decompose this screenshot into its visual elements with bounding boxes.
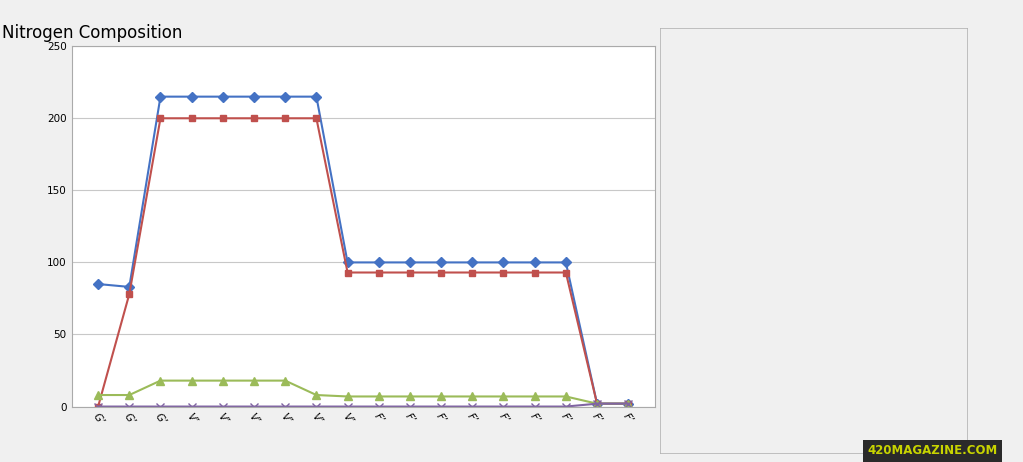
- Nitrates: [92, 404, 104, 409]
- Urea: [529, 404, 541, 409]
- Line: Ammonia: Ammonia: [94, 377, 632, 408]
- Total Nitrogen: [372, 260, 385, 265]
- Ammonia: [154, 378, 167, 383]
- Nitrates: [466, 270, 479, 275]
- Text: Nitrogen Composition: Nitrogen Composition: [2, 24, 182, 42]
- Nitrates: [248, 116, 260, 121]
- Nitrates: [217, 116, 229, 121]
- Nitrates: [279, 116, 292, 121]
- Total Nitrogen: [217, 94, 229, 99]
- Ammonia: [310, 392, 322, 398]
- Total Nitrogen: [622, 401, 634, 407]
- Nitrates: [123, 292, 135, 297]
- Ammonia: [185, 378, 197, 383]
- Total Nitrogen: [435, 260, 447, 265]
- Urea: [372, 404, 385, 409]
- Urea: [185, 404, 197, 409]
- Nitrates: [529, 270, 541, 275]
- Total Nitrogen: [310, 94, 322, 99]
- Ammonia: [497, 394, 509, 399]
- Line: Total Nitrogen: Total Nitrogen: [95, 93, 631, 407]
- Nitrates: [622, 401, 634, 407]
- Ammonia: [123, 392, 135, 398]
- Total Nitrogen: [248, 94, 260, 99]
- Total Nitrogen: [154, 94, 167, 99]
- Urea: [497, 404, 509, 409]
- Ammonia: [622, 401, 634, 407]
- Ammonia: [248, 378, 260, 383]
- Urea: [279, 404, 292, 409]
- Legend: Total Nitrogen, Nitrates, Ammonia, Urea: Total Nitrogen, Nitrates, Ammonia, Urea: [684, 53, 813, 209]
- Urea: [217, 404, 229, 409]
- Ammonia: [529, 394, 541, 399]
- Text: 420MAGAZINE.COM: 420MAGAZINE.COM: [868, 444, 997, 457]
- Total Nitrogen: [404, 260, 416, 265]
- Urea: [342, 404, 354, 409]
- Nitrates: [560, 270, 572, 275]
- Total Nitrogen: [529, 260, 541, 265]
- Nitrates: [404, 270, 416, 275]
- Urea: [310, 404, 322, 409]
- Total Nitrogen: [92, 281, 104, 287]
- Total Nitrogen: [497, 260, 509, 265]
- Total Nitrogen: [342, 260, 354, 265]
- Total Nitrogen: [279, 94, 292, 99]
- Line: Nitrates: Nitrates: [95, 115, 631, 410]
- Urea: [560, 404, 572, 409]
- Total Nitrogen: [560, 260, 572, 265]
- Nitrates: [154, 116, 167, 121]
- Total Nitrogen: [123, 284, 135, 290]
- Ammonia: [466, 394, 479, 399]
- Urea: [154, 404, 167, 409]
- Urea: [466, 404, 479, 409]
- Urea: [435, 404, 447, 409]
- Urea: [622, 401, 634, 407]
- Ammonia: [372, 394, 385, 399]
- Ammonia: [279, 378, 292, 383]
- Nitrates: [497, 270, 509, 275]
- Nitrates: [185, 116, 197, 121]
- Nitrates: [435, 270, 447, 275]
- Urea: [248, 404, 260, 409]
- Nitrates: [342, 270, 354, 275]
- Urea: [123, 404, 135, 409]
- Urea: [92, 404, 104, 409]
- Ammonia: [591, 401, 604, 407]
- Urea: [591, 401, 604, 407]
- Ammonia: [92, 392, 104, 398]
- Ammonia: [217, 378, 229, 383]
- Ammonia: [342, 394, 354, 399]
- Total Nitrogen: [466, 260, 479, 265]
- Nitrates: [372, 270, 385, 275]
- Total Nitrogen: [591, 401, 604, 407]
- Ammonia: [404, 394, 416, 399]
- Urea: [404, 404, 416, 409]
- Total Nitrogen: [185, 94, 197, 99]
- Ammonia: [435, 394, 447, 399]
- Nitrates: [310, 116, 322, 121]
- Nitrates: [591, 401, 604, 407]
- Ammonia: [560, 394, 572, 399]
- Line: Urea: Urea: [94, 400, 632, 411]
